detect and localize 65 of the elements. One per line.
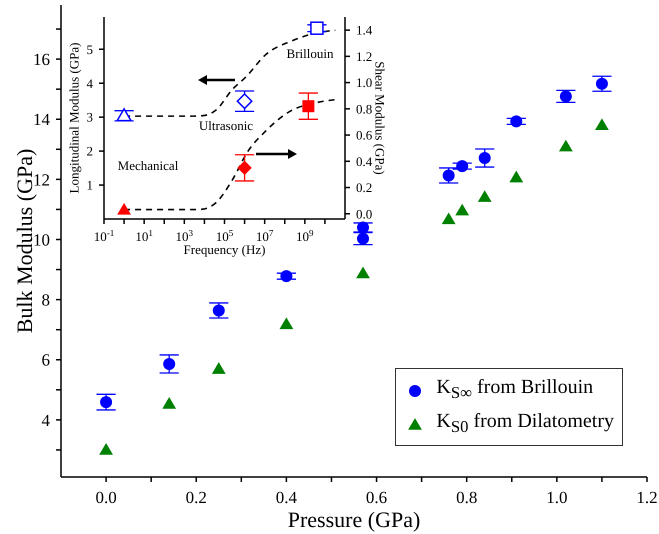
y-tick-label: 4 bbox=[42, 410, 50, 430]
y2-tick-label: 0.8 bbox=[356, 101, 372, 116]
x-tick-label: 10$^{1}$ bbox=[135, 228, 153, 244]
y-tick-label: 1 bbox=[86, 178, 93, 193]
point bbox=[558, 140, 573, 152]
x-axis-title: Pressure (GPa) bbox=[288, 507, 420, 532]
y-tick-label: 6 bbox=[42, 350, 50, 370]
x-tick-label: 10$^{3}$ bbox=[176, 228, 194, 244]
y-axis-title: Longitudinal Modulus (GPa) bbox=[66, 42, 82, 194]
annotation: Mechanical bbox=[118, 158, 178, 174]
x-tick-label: 10$^{9}$ bbox=[296, 228, 314, 244]
x-tick-label: 10$^{5}$ bbox=[216, 228, 234, 244]
y2-tick-label: 0.0 bbox=[356, 206, 372, 222]
x-tick-label: 1.2 bbox=[636, 488, 658, 507]
point bbox=[99, 443, 113, 455]
point bbox=[212, 304, 225, 316]
y2-tick-label: 1.0 bbox=[356, 75, 372, 90]
x-tick-label: 0.6 bbox=[366, 488, 388, 507]
y2-tick-label: 1.4 bbox=[356, 22, 373, 38]
x-tick-label: 0.2 bbox=[186, 488, 207, 507]
point bbox=[357, 232, 370, 245]
point bbox=[162, 397, 176, 409]
y-tick-label: 12 bbox=[33, 170, 50, 190]
point bbox=[442, 169, 455, 182]
y-tick-label: 5 bbox=[86, 42, 93, 57]
point bbox=[456, 160, 468, 172]
x-tick-label: 10$^{-1}$ bbox=[94, 228, 114, 244]
point bbox=[442, 212, 456, 224]
point bbox=[510, 115, 522, 128]
point bbox=[280, 270, 292, 282]
point bbox=[279, 317, 294, 330]
y-tick-label: 14 bbox=[33, 110, 50, 130]
y2-tick-label: 1.2 bbox=[356, 48, 372, 64]
x-tick-label: 1.0 bbox=[546, 488, 568, 507]
x-tick-label: 0.4 bbox=[276, 488, 298, 507]
y-tick-label: 2 bbox=[86, 144, 93, 159]
x-axis-title: Frequency (Hz) bbox=[184, 242, 266, 257]
point bbox=[509, 170, 524, 182]
point bbox=[560, 90, 572, 102]
point bbox=[595, 118, 609, 130]
y-tick-label: 8 bbox=[42, 290, 50, 310]
y-tick-label: 10 bbox=[33, 230, 50, 250]
y-tick-label: 16 bbox=[33, 50, 50, 70]
point bbox=[163, 358, 176, 370]
y2-tick-label: 0.2 bbox=[356, 180, 372, 196]
y2-tick-label: 0.6 bbox=[356, 128, 373, 143]
point bbox=[478, 190, 492, 202]
y2-axis-title: Shear Modulus (GPa) bbox=[372, 61, 388, 175]
y-tick-label: 4 bbox=[86, 76, 94, 91]
y2-tick-label: 0.4 bbox=[356, 154, 373, 169]
x-tick-label: 0.8 bbox=[456, 488, 478, 507]
point bbox=[455, 204, 470, 216]
legend-label: K$_{S∞}$ from Brillouin bbox=[436, 375, 594, 404]
y-tick-label: 3 bbox=[86, 110, 93, 125]
point bbox=[596, 78, 608, 90]
annotation: Brillouin bbox=[286, 46, 334, 62]
point bbox=[357, 221, 370, 234]
legend-label: K$_{S0}$ from Dilatometry bbox=[436, 409, 614, 438]
x-tick-label: 0.0 bbox=[95, 488, 117, 507]
point bbox=[100, 396, 112, 408]
annotation: Ultrasonic bbox=[198, 118, 254, 134]
point bbox=[478, 152, 491, 164]
point bbox=[212, 362, 226, 374]
point bbox=[356, 266, 370, 278]
x-tick-label: 10$^{7}$ bbox=[256, 228, 274, 244]
